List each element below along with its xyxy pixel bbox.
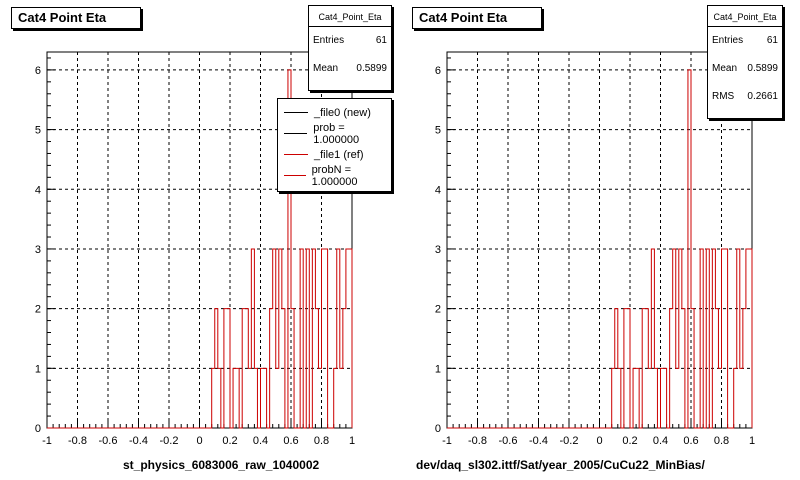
legend-entry-file1: _file1 (ref) (278, 144, 391, 165)
x-tick-label: -0.8 (68, 435, 87, 447)
y-tick-label: 1 (35, 363, 41, 375)
x-tick-label: 1 (749, 435, 755, 447)
legend-swatch (284, 112, 308, 113)
stats-box-right: Cat4_Point_Eta Entries 61 Mean 0.5899 RM… (707, 5, 783, 119)
stats-name: Cat4_Point_Eta (309, 6, 391, 27)
stats-rms-row: RMS 0.2661 (708, 83, 782, 111)
legend-left: _file0 (new) prob = 1.000000 _file1 (ref… (277, 98, 392, 192)
y-tick-label: 2 (435, 304, 441, 316)
x-tick-label: 0.6 (283, 435, 298, 447)
stats-entries-label: Entries (313, 35, 345, 46)
stats-box-left: Cat4_Point_Eta Entries 61 Mean 0.5899 (308, 5, 392, 91)
x-axis-label-right: dev/daq_sl302.ittf/Sat/year_2005/CuCu22_… (416, 458, 705, 472)
y-tick-label: 1 (435, 363, 441, 375)
y-tick-label: 2 (35, 304, 41, 316)
legend-swatch (284, 133, 308, 134)
y-tick-label: 0 (435, 423, 441, 435)
stats-rms-value: 0.2661 (747, 91, 778, 102)
chart-title-right: Cat4 Point Eta (412, 7, 542, 29)
x-tick-label: 0.4 (253, 435, 268, 447)
chart-title-left: Cat4 Point Eta (11, 7, 141, 29)
x-tick-label: 0.2 (622, 435, 637, 447)
histogram-series (47, 69, 353, 429)
stats-entries-row: Entries 61 (309, 27, 391, 55)
x-tick-label: -1 (42, 435, 52, 447)
stats-entries-row: Entries 61 (708, 27, 782, 55)
legend-swatch (284, 154, 308, 155)
stats-mean-row: Mean 0.5899 (309, 55, 391, 83)
x-tick-label: 0.8 (314, 435, 329, 447)
legend-entry-file0: _file0 (new) (278, 102, 391, 123)
legend-entry-prob: prob = 1.000000 (278, 121, 391, 146)
x-tick-label: -0.4 (129, 435, 148, 447)
y-tick-label: 4 (435, 184, 441, 196)
x-tick-label: 1 (349, 435, 355, 447)
y-tick-label: 4 (35, 184, 41, 196)
y-tick-label: 6 (435, 65, 441, 77)
stats-mean-value: 0.5899 (356, 63, 387, 74)
x-tick-label: -0.6 (499, 435, 518, 447)
stats-entries-label: Entries (712, 35, 744, 46)
stats-entries-value: 61 (766, 35, 778, 46)
y-tick-label: 5 (35, 125, 41, 137)
stats-mean-label: Mean (313, 63, 339, 74)
stats-mean-row: Mean 0.5899 (708, 55, 782, 83)
x-axis-label-left: st_physics_6083006_raw_1040002 (123, 458, 320, 472)
y-tick-label: 5 (435, 125, 441, 137)
legend-label: probN = 1.000000 (311, 163, 358, 188)
x-tick-label: -0.2 (560, 435, 579, 447)
stats-entries-value: 61 (375, 35, 387, 46)
legend-label: _file1 (ref) (314, 148, 364, 161)
y-tick-label: 6 (35, 65, 41, 77)
x-tick-label: 0 (596, 435, 602, 447)
x-tick-label: 0 (196, 435, 202, 447)
legend-swatch (284, 175, 306, 176)
x-tick-label: -0.4 (529, 435, 548, 447)
stats-name: Cat4_Point_Eta (708, 6, 782, 27)
x-tick-label: 0.8 (714, 435, 729, 447)
histogram-series (447, 69, 753, 429)
stats-mean-label: Mean (712, 63, 738, 74)
stats-rms-label: RMS (712, 91, 735, 102)
legend-label: prob = 1.000000 (313, 121, 360, 146)
x-tick-label: 0.2 (222, 435, 237, 447)
x-tick-label: -0.6 (99, 435, 118, 447)
x-tick-label: 0.4 (653, 435, 668, 447)
legend-entry-probn: probN = 1.000000 (278, 163, 391, 188)
y-tick-label: 0 (35, 423, 41, 435)
y-tick-label: 3 (35, 244, 41, 256)
x-tick-label: -0.2 (160, 435, 179, 447)
x-tick-label: 0.6 (683, 435, 698, 447)
y-tick-label: 3 (435, 244, 441, 256)
stats-mean-value: 0.5899 (747, 63, 778, 74)
legend-label: _file0 (new) (314, 106, 371, 119)
x-tick-label: -1 (442, 435, 452, 447)
x-tick-label: -0.8 (468, 435, 487, 447)
